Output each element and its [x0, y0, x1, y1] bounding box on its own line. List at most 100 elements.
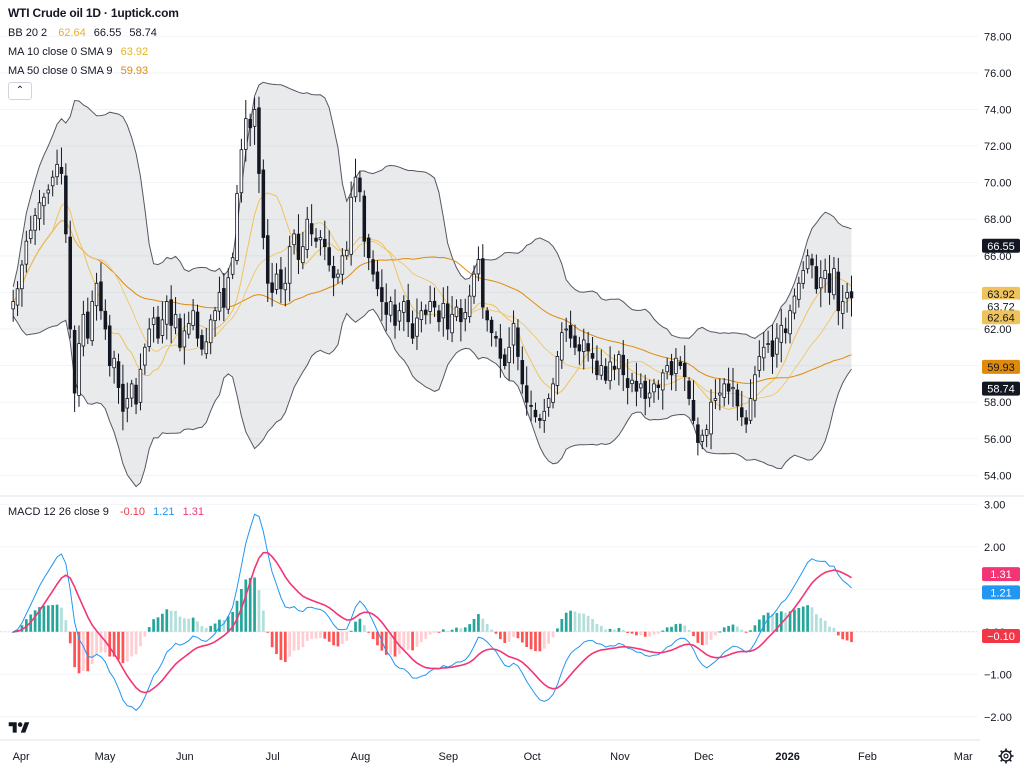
candle [498, 324, 503, 378]
macd-histogram-bar [191, 617, 195, 632]
macd-tick-label: −1.00 [984, 669, 1012, 681]
candle [15, 281, 20, 317]
macd-histogram-bar [762, 615, 766, 632]
macd-histogram-bar [670, 626, 673, 632]
bb-upper-line [12, 81, 852, 339]
macd-histogram-bar [819, 618, 823, 632]
candle-body [761, 346, 766, 359]
badge-macd-signal: 1.31 [982, 567, 1020, 582]
candle [814, 254, 819, 294]
macd-histogram-bar [727, 625, 730, 632]
legend-ma50[interactable]: MA 50 close 0 SMA 9 59.93 [8, 64, 148, 78]
candle [419, 301, 424, 333]
candle-body [323, 238, 327, 248]
candle-body [564, 328, 568, 331]
candle-body [467, 295, 472, 318]
candle-body [217, 292, 222, 312]
candle [353, 158, 358, 203]
candle-body [608, 361, 612, 382]
candle [660, 369, 665, 410]
candle [305, 206, 310, 259]
candle-body [138, 368, 143, 403]
candle-body [560, 332, 564, 361]
macd-histogram-bar [196, 621, 199, 632]
candle-body [814, 266, 819, 290]
macd-histogram-bar [810, 607, 814, 632]
candle [634, 362, 639, 407]
candle [766, 330, 770, 353]
candle [823, 258, 827, 293]
macd-histogram-bar [573, 611, 577, 632]
macd-histogram-bar [468, 624, 471, 632]
candle [599, 349, 604, 380]
macd-histogram-bar [384, 631, 388, 655]
macd-histogram-bar [310, 631, 313, 639]
macd-histogram-bar [376, 631, 379, 646]
legend-ma10[interactable]: MA 10 close 0 SMA 9 63.92 [8, 45, 148, 59]
candle [770, 324, 775, 374]
macd-histogram-bar [419, 631, 423, 643]
candle [11, 289, 15, 322]
legend-bb[interactable]: BB 20 2 62.64 66.55 58.74 [8, 26, 157, 40]
candle [836, 257, 841, 326]
tradingview-logo-icon[interactable] [8, 720, 30, 736]
collapse-legend-button[interactable]: ⌃ [8, 82, 32, 100]
candle [344, 241, 349, 260]
candle [713, 379, 718, 410]
candle-body [744, 417, 748, 425]
macd-histogram-bar [169, 610, 173, 632]
candle [450, 296, 454, 343]
candle [116, 353, 121, 404]
gear-icon[interactable] [998, 748, 1014, 764]
candle-body [827, 273, 832, 293]
candle-body [450, 313, 454, 334]
ma10-label: MA 10 close 0 SMA 9 [8, 46, 113, 58]
price-tick-label: 66.00 [984, 251, 1012, 263]
macd-signal-value: 1.31 [182, 506, 204, 518]
candle [691, 380, 696, 425]
macd-histogram-bar [174, 610, 177, 632]
macd-histogram-bar [213, 623, 217, 632]
candle [358, 170, 362, 202]
macd-histogram-bar [51, 605, 55, 632]
candle-body [406, 300, 410, 323]
macd-histogram-bar [406, 631, 410, 650]
candle [388, 296, 393, 323]
candle [555, 350, 560, 395]
macd-histogram-bar [784, 612, 788, 632]
candle-body [165, 301, 169, 325]
candle [371, 250, 375, 282]
macd-histogram-bar [582, 613, 586, 632]
candle-body [489, 319, 494, 334]
macd-histogram-bar [297, 631, 300, 651]
macd-histogram-bar [692, 631, 695, 637]
candle-body [551, 383, 555, 403]
badge-macd-hist-bg [982, 629, 1020, 643]
candle [222, 273, 226, 322]
candle-body [788, 310, 792, 335]
macd-histogram-bar [836, 631, 840, 636]
macd-histogram-bar [455, 627, 458, 632]
candle-body [533, 409, 538, 418]
macd-histogram-bar [463, 627, 467, 632]
candle [849, 275, 854, 317]
candle [195, 304, 200, 347]
legend-macd[interactable]: MACD 12 26 close 9 -0.10 1.21 1.31 [8, 505, 204, 519]
legend-title[interactable]: WTI Crude oil 1D · 1uptick.com [8, 6, 179, 20]
macd-histogram-bar [226, 616, 230, 632]
macd-histogram-bar [270, 631, 274, 648]
badge-bb-lower-bg [982, 381, 1020, 396]
candle-body [485, 310, 489, 321]
candle-body [55, 163, 59, 178]
macd-histogram-bar [275, 631, 278, 655]
macd-histogram-bar [749, 630, 752, 632]
time-tick-label: Apr [13, 751, 30, 763]
candle [757, 340, 762, 378]
macd-histogram-bar [165, 609, 169, 632]
time-tick-label: 2026 [775, 751, 799, 763]
candle [801, 261, 805, 289]
macd-histogram-bar [222, 619, 226, 632]
badge-bb-lower: 58.74 [982, 381, 1020, 396]
macd-histogram-bar [178, 616, 182, 632]
